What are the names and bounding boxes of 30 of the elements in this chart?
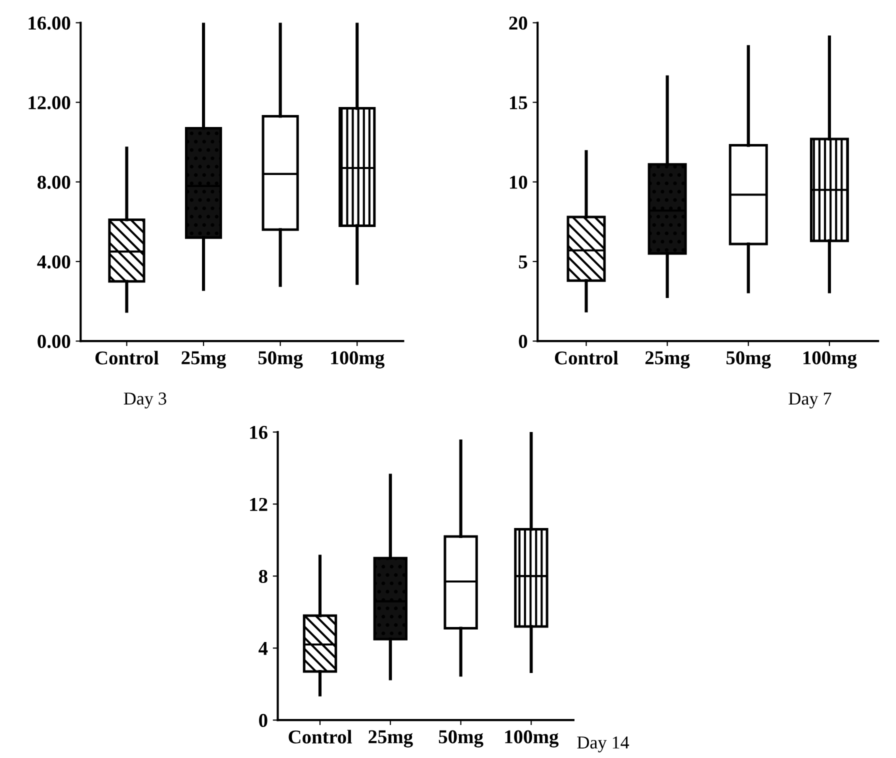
x-tick-label: 25mg bbox=[368, 730, 413, 748]
y-tick-label: 15 bbox=[510, 96, 528, 110]
y-tick-label: 5 bbox=[518, 256, 528, 268]
y-tick-label: 8.00 bbox=[38, 176, 70, 189]
y-tick-label: 12 bbox=[250, 498, 268, 511]
y-tick-label: 8 bbox=[258, 570, 268, 584]
x-axis-title: Day 7 bbox=[788, 392, 832, 408]
x-tick-label: 25mg bbox=[182, 351, 226, 368]
x-tick-label: Control bbox=[95, 350, 159, 365]
y-tick-label: 16 bbox=[250, 426, 268, 439]
y-tick-label: 0.00 bbox=[38, 334, 70, 348]
y-tick-label: 4.00 bbox=[37, 255, 70, 269]
x-tick-label: 100mg bbox=[331, 351, 384, 368]
x-tick-label: Control bbox=[288, 730, 352, 744]
y-tick-label: 0 bbox=[259, 714, 268, 728]
y-tick-label: 4 bbox=[258, 642, 268, 655]
x-tick-label: 50mg bbox=[726, 351, 771, 368]
x-axis-title: Day 14 bbox=[577, 736, 630, 752]
x-tick-label: Control bbox=[554, 350, 618, 365]
y-tick-label: 16.00 bbox=[28, 16, 70, 30]
y-tick-label: 10 bbox=[510, 176, 528, 189]
x-tick-label: 100mg bbox=[803, 351, 857, 368]
x-tick-label: 50mg bbox=[258, 351, 303, 368]
x-axis-title: Day 3 bbox=[124, 392, 166, 408]
x-tick-label: 100mg bbox=[505, 730, 559, 748]
x-tick-label: 50mg bbox=[438, 730, 484, 748]
y-tick-label: 20 bbox=[509, 16, 528, 30]
x-tick-label: 25mg bbox=[645, 351, 690, 368]
y-tick-label: 0 bbox=[518, 334, 528, 348]
y-tick-label: 12.00 bbox=[28, 96, 70, 110]
